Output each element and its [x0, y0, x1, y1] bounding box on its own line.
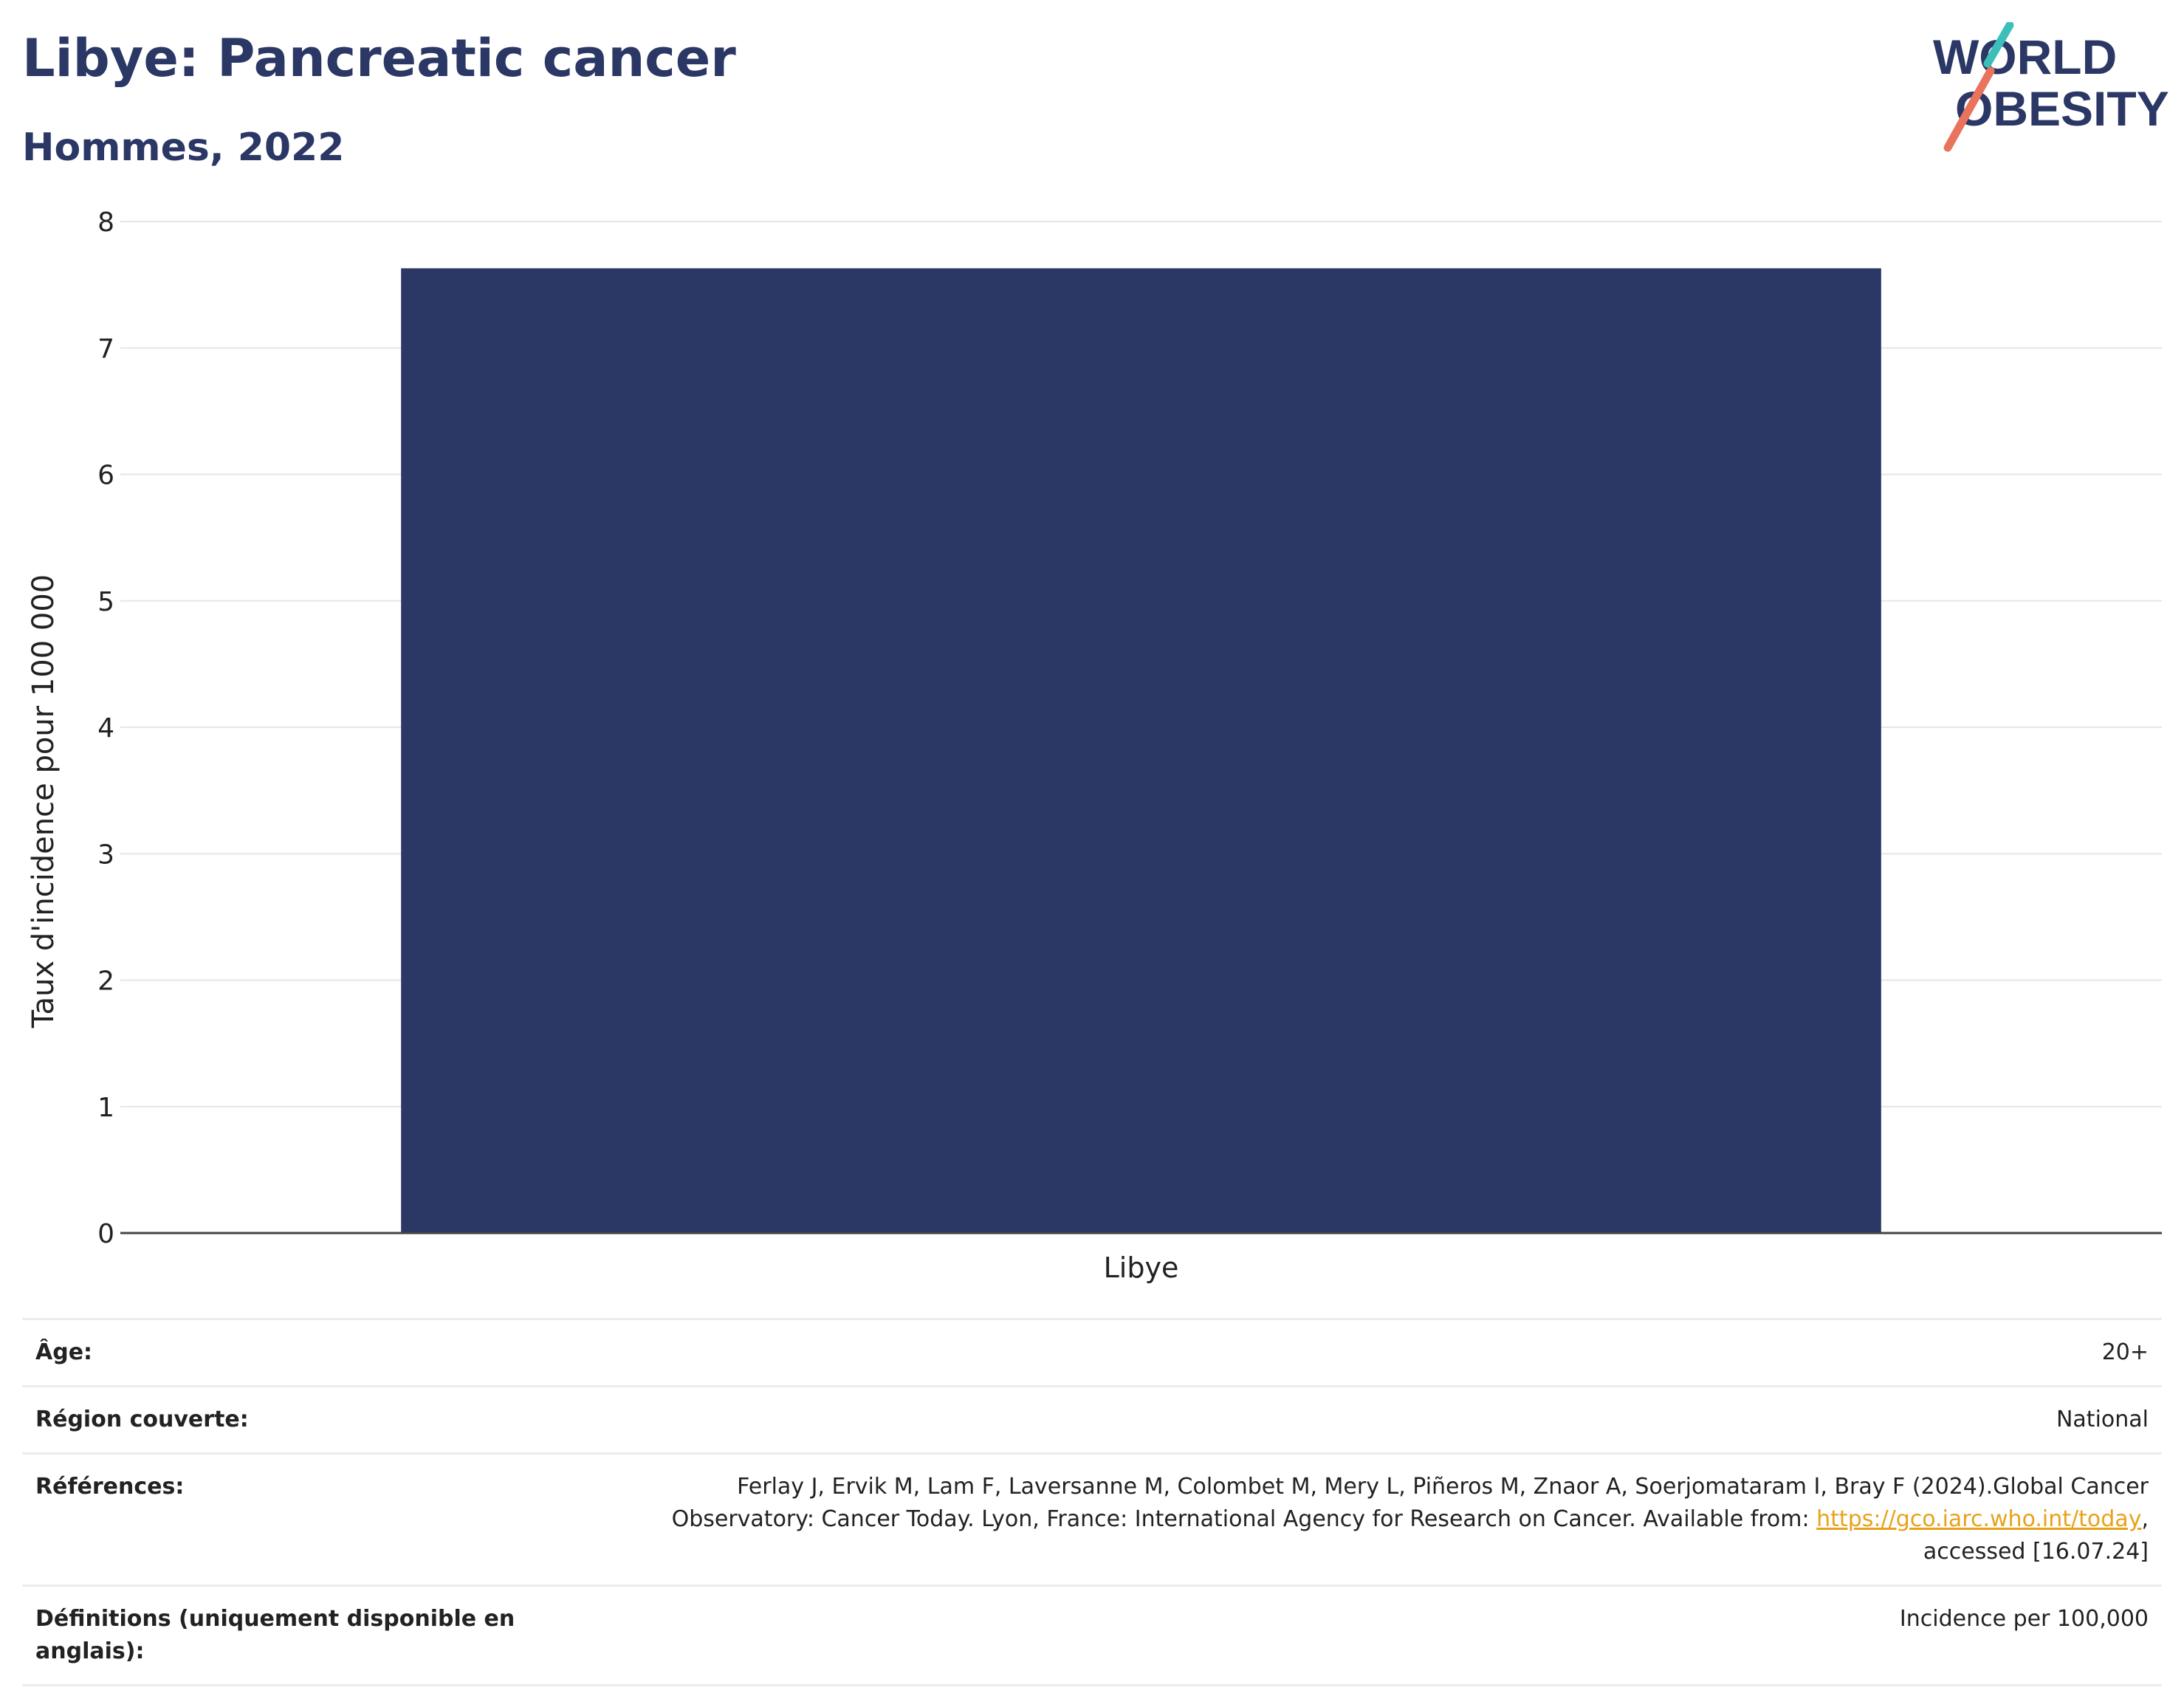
meta-row-age: Âge: 20+ — [22, 1318, 2162, 1385]
meta-value-references: Ferlay J, Ervik M, Lam F, Laversanne M, … — [523, 1471, 2149, 1568]
logo-coral-stroke — [1943, 66, 1995, 152]
meta-row-definitions: Définitions (uniquement disponible en an… — [22, 1585, 2162, 1686]
meta-value-age: 20+ — [2101, 1339, 2149, 1365]
meta-value-definitions: Incidence per 100,000 — [1899, 1606, 2149, 1632]
y-tick-label: 5 — [97, 587, 114, 617]
meta-label-definitions: Définitions (uniquement disponible en an… — [35, 1606, 515, 1664]
y-tick-label: 6 — [97, 461, 114, 491]
y-tick-label: 1 — [97, 1093, 114, 1123]
ref-text-line-2-start: Observatory: Cancer Today. Lyon, France:… — [671, 1506, 1817, 1532]
ref-text-line-3: accessed [16.07.24] — [1923, 1539, 2149, 1565]
ref-text-line-1: Ferlay J, Ervik M, Lam F, Laversanne M, … — [737, 1474, 2149, 1500]
chart-subtitle: Hommes, 2022 — [22, 126, 345, 170]
y-tick-label: 4 — [97, 713, 114, 744]
logo-line-1: WORLD — [1933, 30, 2117, 84]
y-tick-label: 0 — [97, 1219, 114, 1249]
ref-text-comma: , — [2141, 1506, 2149, 1532]
bar-libye — [401, 268, 1881, 1233]
world-obesity-logo: WORLD OBESITY — [1933, 22, 2169, 152]
meta-row-references: Références: Ferlay J, Ervik M, Lam F, La… — [22, 1452, 2162, 1585]
ref-text-line-2: Observatory: Cancer Today. Lyon, France:… — [523, 1503, 2149, 1536]
y-tick-label: 2 — [97, 967, 114, 997]
y-tick-label: 7 — [97, 334, 114, 364]
x-tick-label: Libye — [1104, 1252, 1179, 1284]
metadata-table: Âge: 20+ Région couverte: National Référ… — [22, 1318, 2162, 1686]
y-tick-labels: 0 1 2 3 4 5 6 7 8 — [97, 207, 114, 1249]
meta-label-region: Région couverte: — [35, 1407, 249, 1432]
meta-row-region: Région couverte: National — [22, 1385, 2162, 1452]
logo-line-2: OBESITY — [1955, 81, 2169, 136]
meta-label-references: Références: — [35, 1474, 185, 1500]
ref-link[interactable]: https://gco.iarc.who.int/today — [1816, 1506, 2142, 1532]
y-tick-label: 3 — [97, 840, 114, 870]
meta-value-region: National — [2056, 1407, 2149, 1432]
y-axis-label: Taux d'incidence pour 100 000 — [27, 574, 61, 1029]
chart-title: Libye: Pancreatic cancer — [22, 28, 736, 89]
logo-teal-stroke — [1983, 22, 2014, 68]
meta-label-age: Âge: — [35, 1339, 93, 1365]
y-tick-label: 8 — [97, 207, 114, 238]
bars — [401, 268, 1881, 1233]
bar-chart: 0 1 2 3 4 5 6 7 8 Libye Taux d'incidence pour 10… — [27, 207, 2162, 1284]
x-tick-labels: Libye — [1104, 1252, 1179, 1284]
